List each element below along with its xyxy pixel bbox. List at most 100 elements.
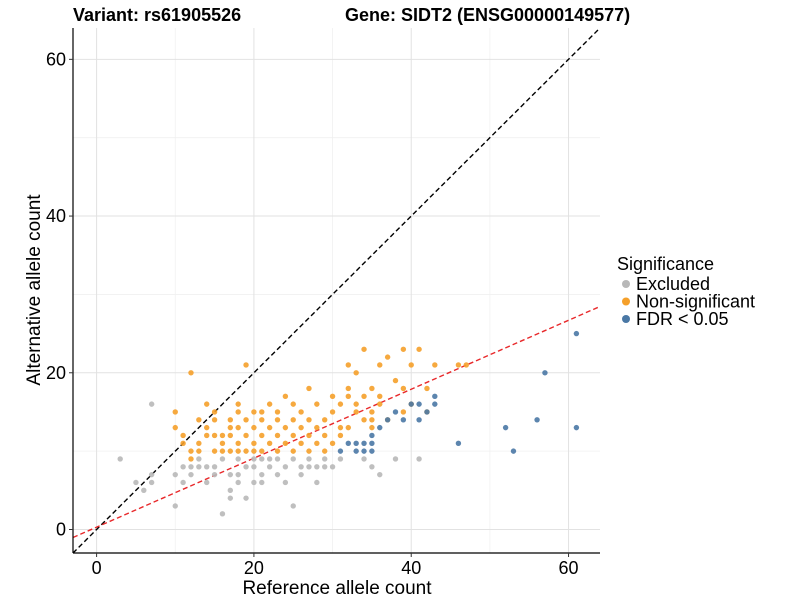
data-point-non-significant [266, 440, 273, 446]
data-point-non-significant [282, 440, 289, 446]
data-point-excluded [314, 479, 320, 486]
data-point-excluded [282, 464, 289, 470]
x-tick-label: 60 [559, 558, 579, 578]
data-point-non-significant [361, 393, 367, 399]
data-point-excluded [235, 479, 241, 486]
data-point-non-significant [377, 401, 383, 407]
data-point-excluded [266, 456, 273, 462]
data-point-non-significant [306, 432, 312, 439]
data-point-non-significant [188, 456, 194, 462]
data-point-non-significant [353, 409, 359, 415]
chart-title-gene: Gene: SIDT2 (ENSG00000149577) [345, 5, 630, 25]
data-point-fdr-0-05 [377, 424, 383, 431]
data-point-non-significant [204, 424, 210, 431]
data-point-non-significant [172, 409, 178, 415]
data-point-non-significant [400, 346, 407, 352]
data-point-non-significant [400, 385, 407, 392]
x-axis-label: Reference allele count [242, 578, 432, 599]
data-point-non-significant [227, 424, 234, 431]
data-point-excluded [266, 464, 273, 470]
data-point-non-significant [243, 417, 249, 423]
x-tick-label: 20 [244, 558, 264, 578]
data-point-excluded [298, 471, 304, 478]
data-point-non-significant [314, 440, 320, 446]
data-point-non-significant [290, 417, 296, 423]
data-point-fdr-0-05 [416, 417, 422, 423]
data-point-fdr-0-05 [424, 409, 430, 415]
data-point-non-significant [392, 377, 399, 384]
data-point-excluded [290, 456, 296, 462]
data-point-non-significant [172, 424, 178, 431]
y-axis-ticks: 0 20 40 60 [46, 49, 73, 539]
y-axis-label: Alternative allele count [24, 194, 45, 386]
data-point-non-significant [219, 440, 226, 446]
data-point-non-significant [345, 385, 351, 392]
data-point-non-significant [259, 448, 265, 454]
data-point-non-significant [337, 424, 344, 431]
y-tick-label: 60 [46, 49, 66, 69]
data-point-non-significant [416, 346, 422, 352]
data-point-excluded [274, 456, 281, 462]
data-point-excluded [148, 479, 155, 486]
data-point-excluded [227, 471, 234, 478]
x-tick-label: 40 [401, 558, 421, 578]
data-point-non-significant [369, 409, 375, 415]
data-point-excluded [251, 456, 257, 462]
data-point-excluded [361, 456, 367, 462]
data-point-non-significant [314, 401, 320, 407]
data-point-non-significant [251, 440, 257, 446]
data-point-non-significant [274, 409, 281, 415]
data-point-non-significant [290, 401, 296, 407]
data-point-excluded [259, 479, 265, 486]
data-point-non-significant [204, 432, 210, 439]
data-point-non-significant [251, 448, 257, 454]
data-point-non-significant [408, 362, 414, 368]
data-point-non-significant [227, 417, 234, 423]
data-point-excluded [172, 503, 178, 509]
data-point-fdr-0-05 [534, 417, 540, 423]
data-point-excluded [204, 464, 210, 470]
data-point-non-significant [243, 362, 249, 368]
data-point-non-significant [306, 417, 312, 423]
data-point-non-significant [345, 362, 351, 368]
data-point-excluded [282, 479, 289, 486]
data-point-non-significant [211, 409, 218, 415]
data-point-non-significant [219, 432, 226, 439]
data-point-excluded [290, 503, 296, 509]
data-point-excluded [369, 464, 375, 470]
data-point-non-significant [251, 424, 257, 431]
data-point-non-significant [259, 417, 265, 423]
identity-reference-line [73, 28, 600, 553]
data-point-excluded [117, 456, 123, 462]
data-point-excluded [148, 401, 155, 407]
data-point-excluded [227, 495, 234, 501]
data-point-excluded [235, 456, 241, 462]
data-point-non-significant [211, 417, 218, 423]
data-point-non-significant [259, 409, 265, 415]
data-point-non-significant [196, 417, 202, 423]
data-point-excluded [298, 464, 304, 470]
data-point-non-significant [298, 409, 304, 415]
data-point-fdr-0-05 [337, 448, 344, 454]
legend-entry-label: FDR < 0.05 [636, 309, 729, 329]
data-point-non-significant [329, 409, 336, 415]
data-point-non-significant [219, 448, 226, 454]
data-point-non-significant [298, 424, 304, 431]
grid-lines [73, 28, 600, 553]
data-point-non-significant [235, 401, 241, 407]
data-point-excluded [416, 456, 422, 462]
data-point-fdr-0-05 [392, 409, 399, 415]
fit-reference-line [73, 305, 600, 539]
data-point-non-significant [235, 448, 241, 454]
data-point-excluded [141, 487, 147, 494]
data-point-excluded [322, 456, 328, 462]
data-point-excluded [306, 464, 312, 470]
data-point-non-significant [322, 432, 328, 439]
data-point-non-significant [274, 448, 281, 454]
data-point-excluded [133, 479, 139, 486]
data-points [117, 330, 580, 517]
data-point-non-significant [369, 417, 375, 423]
data-point-fdr-0-05 [432, 393, 438, 399]
data-point-non-significant [306, 385, 312, 392]
data-point-fdr-0-05 [345, 440, 351, 446]
